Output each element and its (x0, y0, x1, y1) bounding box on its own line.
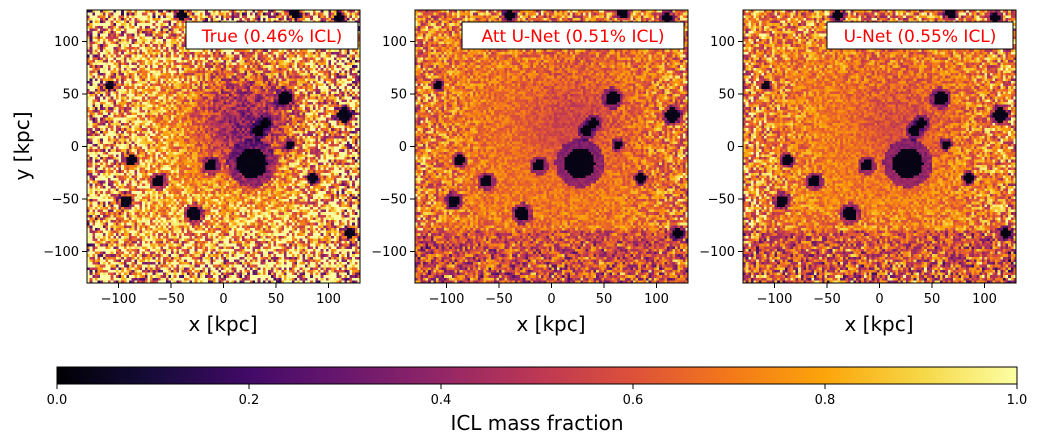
x-tick-label: 0 (875, 292, 883, 307)
y-tick-label: 100 (382, 35, 407, 50)
x-ticks: −100 −50 0 50 100 (101, 283, 341, 307)
y-tick-label: 50 (718, 88, 735, 103)
title-box: True (0.46% ICL) (185, 21, 359, 50)
x-axis-label: x [kpc] (516, 312, 585, 336)
y-tick-label: −50 (708, 193, 735, 208)
y-tick-label: 100 (710, 35, 735, 50)
x-tick-label: 0 (547, 292, 555, 307)
x-tick-label: 100 (316, 292, 341, 307)
y-tick-label: −50 (380, 193, 407, 208)
colorbar-tick-label: 1.0 (1007, 393, 1028, 408)
colorbar-tick-label: 0.0 (47, 393, 68, 408)
colorbar-tick-label: 0.2 (239, 393, 260, 408)
x-tick-label: 0 (219, 292, 227, 307)
title-box-bg (826, 21, 1014, 50)
y-tick-label: 0 (399, 140, 407, 155)
panel-att-unet: −100 −50 0 50 100 100 50 0 −50 −100 Att U-Net (0… (371, 9, 689, 336)
heatmap-image (87, 10, 360, 283)
y-tick-label: −100 (371, 245, 407, 260)
heatmap-image (415, 10, 688, 283)
colorbar-ticks: 0.0 0.2 0.4 0.6 0.8 1.0 (47, 384, 1028, 408)
panel-true: −100 −50 0 50 100 100 50 0 −50 −100 True (0.46% … (10, 9, 361, 336)
y-ticks: 100 50 0 −50 −100 (371, 35, 415, 260)
panel-title: True (0.46% ICL) (201, 27, 343, 47)
x-axis-label: x [kpc] (844, 312, 913, 336)
y-tick-label: 100 (54, 35, 79, 50)
panel-title: Att U-Net (0.51% ICL) (482, 27, 665, 47)
y-tick-label: 0 (727, 140, 735, 155)
y-tick-label: −50 (52, 193, 79, 208)
x-axis-label: x [kpc] (188, 312, 257, 336)
x-tick-label: 100 (644, 292, 669, 307)
x-tick-label: 50 (924, 292, 941, 307)
x-tick-label: −50 (157, 292, 184, 307)
x-tick-label: 50 (268, 292, 285, 307)
x-tick-label: −50 (485, 292, 512, 307)
panel-unet: −100 −50 0 50 100 100 50 0 −50 −100 U-Net (0.55%… (699, 9, 1017, 336)
x-tick-label: −100 (757, 292, 793, 307)
colorbar-label: ICL mass fraction (450, 411, 623, 435)
title-box-bg (461, 21, 685, 50)
x-tick-label: 100 (972, 292, 997, 307)
panel-title: U-Net (0.55% ICL) (844, 27, 997, 47)
y-tick-label: −100 (699, 245, 735, 260)
colorbar-tick-label: 0.6 (623, 393, 644, 408)
y-tick-label: 0 (71, 140, 79, 155)
x-ticks: −100 −50 0 50 100 (429, 283, 669, 307)
colorbar: 0.0 0.2 0.4 0.6 0.8 1.0 ICL mass fraction (47, 366, 1028, 435)
y-ticks: 100 50 0 −50 −100 (43, 35, 87, 260)
title-box-bg (185, 21, 359, 50)
title-box: U-Net (0.55% ICL) (826, 21, 1014, 50)
colorbar-tick-label: 0.8 (815, 393, 836, 408)
y-tick-label: 50 (390, 88, 407, 103)
title-box: Att U-Net (0.51% ICL) (461, 21, 685, 50)
x-tick-label: −100 (429, 292, 465, 307)
x-tick-label: 50 (596, 292, 613, 307)
y-axis-label: y [kpc] (10, 111, 34, 180)
y-tick-label: 50 (62, 88, 79, 103)
x-ticks: −100 −50 0 50 100 (757, 283, 997, 307)
x-tick-label: −100 (101, 292, 137, 307)
colorbar-tick-label: 0.4 (431, 393, 452, 408)
y-ticks: 100 50 0 −50 −100 (699, 35, 743, 260)
colorbar-gradient (56, 366, 1018, 385)
x-tick-label: −50 (813, 292, 840, 307)
y-tick-label: −100 (43, 245, 79, 260)
heatmap-image (743, 10, 1016, 283)
